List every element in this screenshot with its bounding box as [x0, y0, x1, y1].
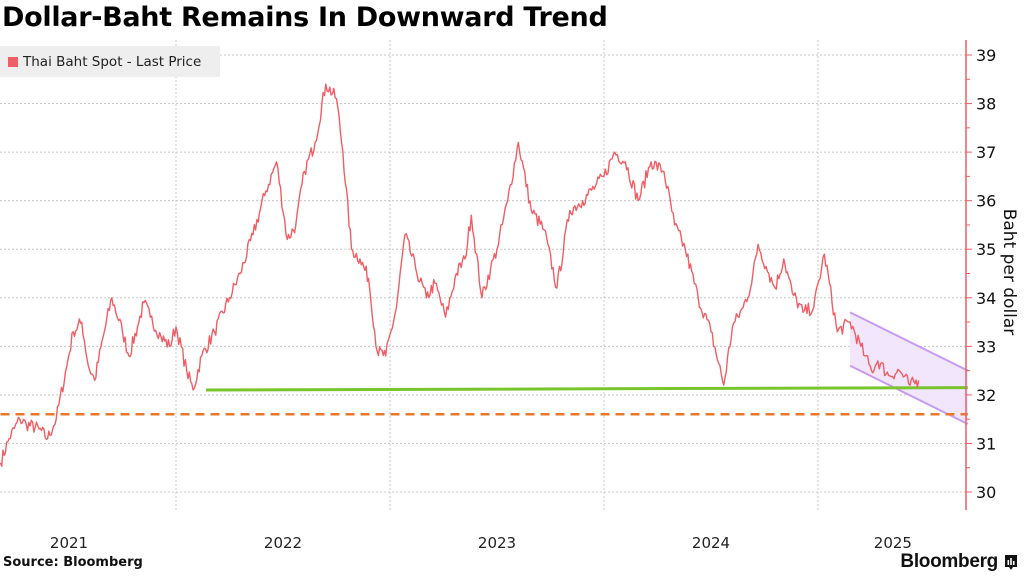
y-tick-label: 33: [976, 337, 996, 356]
y-tick-label: 39: [976, 46, 996, 65]
y-tick-label: 37: [976, 143, 996, 162]
horizontal-gridlines: [0, 54, 966, 493]
x-tick-label: 2022: [264, 534, 302, 552]
channel-fill: [850, 312, 968, 425]
x-tick-label: 2021: [50, 534, 88, 552]
x-tick-label: 2023: [478, 534, 516, 552]
legend: Thai Baht Spot - Last Price: [0, 46, 220, 77]
channel-upper-line: [849, 311, 969, 372]
series-line: [0, 83, 920, 467]
y-tick-label: 38: [976, 95, 996, 114]
downtrend-channel: [849, 311, 969, 425]
legend-label: Thai Baht Spot - Last Price: [23, 53, 202, 70]
y-tick-label: 36: [976, 192, 996, 211]
legend-swatch: [8, 56, 18, 67]
brand-name: Bloomberg: [900, 551, 998, 572]
bloomberg-logo: Bloomberg: [900, 551, 1018, 573]
y-tick-label: 32: [976, 386, 996, 405]
x-tick-labels: 2021 2022 2023 2024 2025: [50, 534, 912, 552]
series-thai-baht-spot: [0, 83, 920, 467]
source-note: Source: Bloomberg: [3, 555, 143, 570]
chart-title: Dollar-Baht Remains In Downward Trend: [2, 2, 608, 33]
y-axis-label: Baht per dollar: [999, 209, 1019, 336]
x-tick-label: 2024: [692, 534, 730, 552]
y-tick-label: 31: [976, 434, 996, 453]
y-axis: [965, 40, 972, 510]
reference-lines: [0, 386, 968, 416]
vertical-gridlines: [175, 40, 819, 510]
x-tick-label: 2025: [874, 534, 912, 552]
support-line: [205, 386, 968, 392]
bloomberg-terminal-icon: [1005, 554, 1017, 570]
y-tick-label: 35: [976, 240, 996, 259]
y-tick-label: 34: [976, 289, 996, 308]
y-tick-labels: 30 31 32 33 34 35 36 37 38 39: [976, 46, 996, 502]
y-tick-label: 30: [976, 483, 996, 502]
